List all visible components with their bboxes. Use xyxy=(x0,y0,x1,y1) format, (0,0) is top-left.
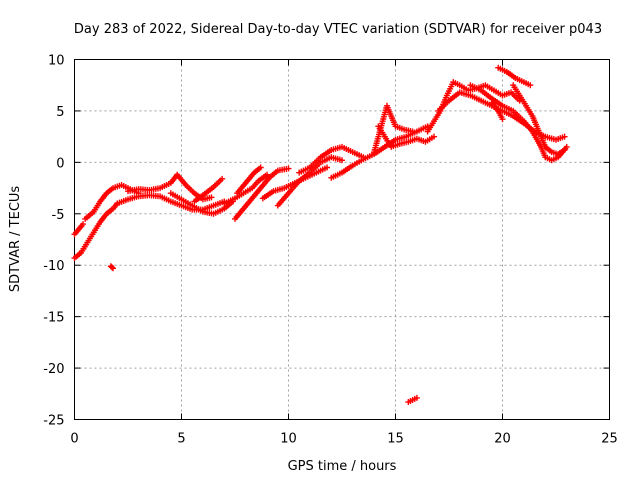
x-tick-label: 25 xyxy=(601,432,618,447)
series-arc-23 xyxy=(510,82,568,158)
y-tick-label: -10 xyxy=(43,259,64,274)
x-axis-title: GPS time / hours xyxy=(288,459,397,474)
data-point xyxy=(561,133,568,140)
data-point xyxy=(208,194,215,201)
data-point xyxy=(561,147,568,154)
data-point xyxy=(563,143,570,150)
chart-title: Day 283 of 2022, Sidereal Day-to-day VTE… xyxy=(74,22,602,37)
y-tick-label: -20 xyxy=(43,362,64,377)
series-arc-20 xyxy=(435,89,568,143)
series-arc-14 xyxy=(328,123,431,181)
x-tick-label: 15 xyxy=(387,432,404,447)
series-arc-7 xyxy=(191,175,226,205)
data-point xyxy=(324,164,331,171)
series-arc-24 xyxy=(488,99,506,123)
data-point xyxy=(219,175,226,182)
y-tick-label: -25 xyxy=(43,414,64,429)
y-axis-title: SDTVAR / TECUs xyxy=(8,186,23,293)
y-tick-label: 10 xyxy=(48,54,65,69)
data-point xyxy=(80,221,87,228)
series-arc-18 xyxy=(107,263,117,272)
y-tick-label: 0 xyxy=(56,156,64,171)
x-tick-label: 0 xyxy=(70,432,78,447)
data-point xyxy=(431,133,438,140)
series-arc-2 xyxy=(71,200,121,262)
series-arc-9 xyxy=(232,165,292,222)
series-arc-15 xyxy=(371,102,416,156)
data-point xyxy=(409,128,416,135)
data-point xyxy=(264,171,271,178)
plot-frame xyxy=(74,59,610,420)
series-arc-8 xyxy=(221,171,271,207)
x-tick-label: 20 xyxy=(494,432,511,447)
data-point xyxy=(413,394,420,401)
data-point xyxy=(110,265,117,272)
y-tick-label: -5 xyxy=(52,208,65,223)
series-arc-1 xyxy=(71,221,87,238)
x-tick-label: 5 xyxy=(177,432,185,447)
y-tick-labels: -25 -20 -15 -10 -5 0 5 10 xyxy=(43,54,64,429)
y-tick-label: 5 xyxy=(56,105,64,120)
data-point xyxy=(499,116,506,123)
series-arc-21 xyxy=(495,64,534,89)
data-point xyxy=(339,157,345,164)
data-points xyxy=(71,64,570,406)
series-arc-5 xyxy=(125,171,215,203)
axis-ticks xyxy=(74,59,610,420)
series-arc-4 xyxy=(114,192,228,213)
series-arc-17 xyxy=(405,394,420,406)
data-point xyxy=(108,264,115,271)
data-point xyxy=(257,164,264,171)
series-arc-12 xyxy=(274,154,345,209)
data-point xyxy=(285,165,292,172)
y-tick-label: -15 xyxy=(43,311,64,326)
x-tick-label: 10 xyxy=(280,432,297,447)
series-arc-22 xyxy=(467,82,570,164)
series-arc-16 xyxy=(375,123,438,150)
series-arc-3 xyxy=(82,181,142,222)
x-tick-labels: 0 5 10 15 20 25 xyxy=(70,432,617,447)
data-point xyxy=(527,82,534,89)
series-arc-10 xyxy=(234,164,264,197)
